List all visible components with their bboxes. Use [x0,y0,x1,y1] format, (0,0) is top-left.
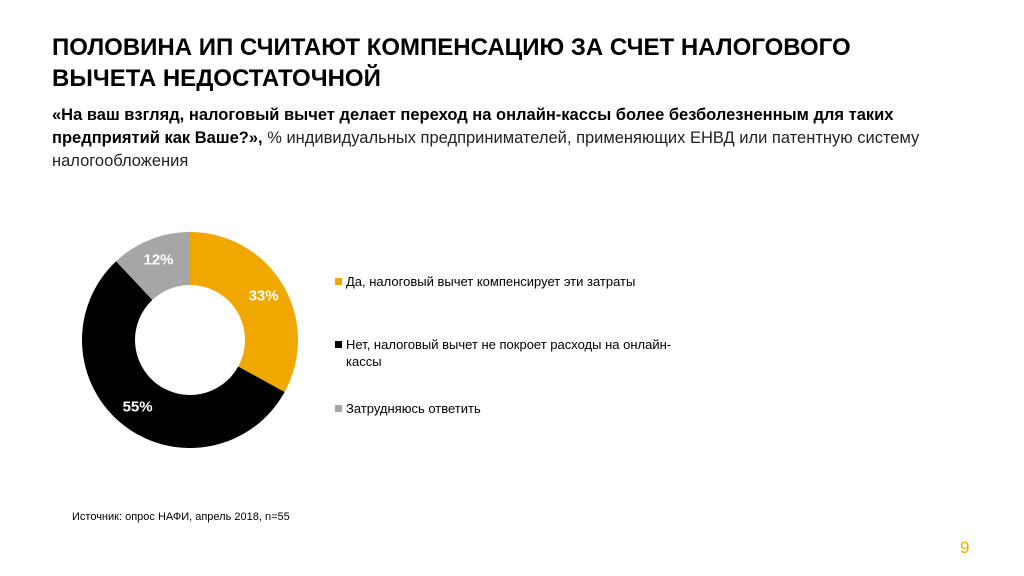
legend-label: Да, налоговый вычет компенсирует эти зат… [346,274,636,289]
donut-segment [82,261,285,448]
legend-swatch [335,341,342,348]
title: ПОЛОВИНА ИП СЧИТАЮТ КОМПЕНСАЦИЮ ЗА СЧЕТ … [52,34,851,92]
legend-item: Затрудняюсь ответить [335,400,675,417]
legend: Да, налоговый вычет компенсирует эти зат… [335,273,675,417]
note: % индивидуальных предпринимателей, приме… [52,129,920,170]
data-label: 33% [249,287,279,304]
donut-segment [190,232,298,393]
donut-chart: 33% 55% 12% [82,232,298,448]
legend-label: Затрудняюсь ответить [346,401,481,416]
data-label: 55% [123,399,153,416]
legend-item: Нет, налоговый вычет не покроет расходы … [335,336,675,370]
page-number: 9 [960,538,970,557]
question: «На ваш взгляд, налоговый вычет делает п… [52,106,894,147]
source: Источник: опрос НАФИ, апрель 2018, n=55 [72,511,290,523]
legend-swatch [335,405,342,412]
legend-item: Да, налоговый вычет компенсирует эти зат… [335,273,675,290]
legend-swatch [335,278,342,285]
subtitle: «На ваш взгляд, налоговый вычет делает п… [52,104,982,173]
donut-segment [116,232,190,300]
data-label: 12% [144,251,174,268]
legend-label: Нет, налоговый вычет не покроет расходы … [346,337,672,369]
